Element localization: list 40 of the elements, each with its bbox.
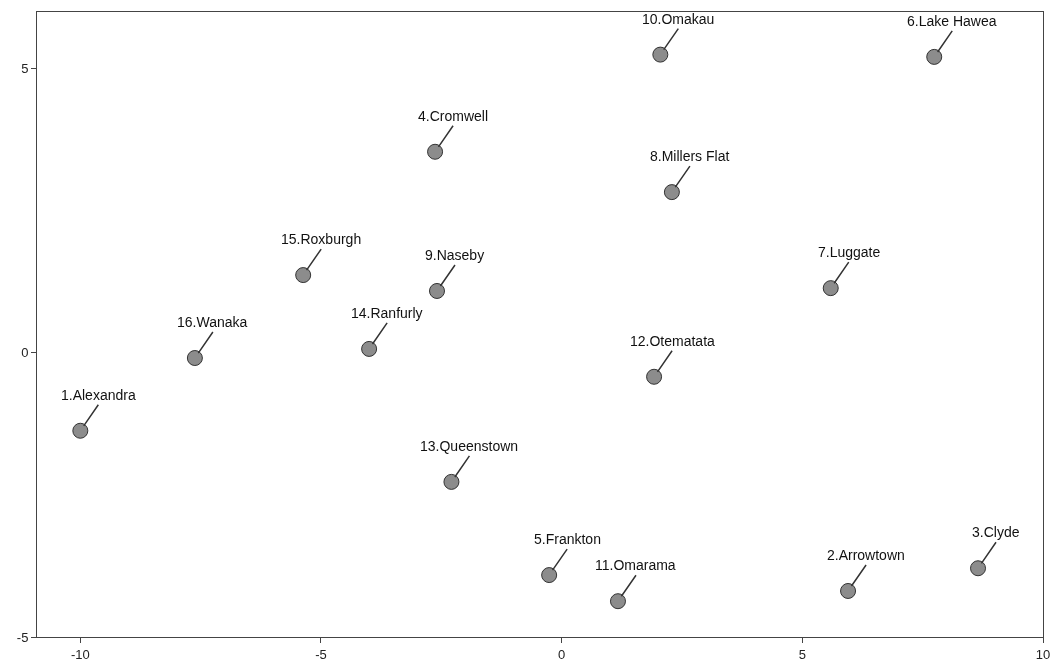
y-tick-label: 0 [21, 345, 29, 361]
point [443, 473, 460, 490]
series-label: 9.Naseby [425, 247, 485, 263]
point [663, 184, 680, 201]
text: 12.Otematata [630, 333, 716, 349]
point [295, 267, 312, 284]
y-tick-label: -5 [16, 629, 29, 645]
x-tick-label: 5 [798, 646, 806, 662]
series-label: 1.Alexandra [61, 387, 136, 403]
x-tick-label: 10 [1035, 646, 1051, 662]
point [970, 560, 987, 577]
text: 8.Millers Flat [650, 148, 730, 164]
series-label: 7.Luggate [818, 244, 881, 260]
series-label: 10.Omakau [642, 11, 715, 27]
x-tick-label: -5 [315, 646, 327, 662]
x-tick-label: -10 [70, 646, 90, 662]
series-label: 2.Arrowtown [827, 547, 905, 563]
point [926, 48, 943, 65]
point [652, 46, 669, 63]
text: 6.Lake Hawea [907, 13, 997, 29]
text: 11.Omarama [595, 557, 676, 573]
point [646, 368, 663, 385]
point [72, 422, 89, 439]
point [541, 567, 558, 584]
point [822, 280, 839, 297]
point [427, 143, 444, 160]
point [840, 582, 857, 599]
series-label: 14.Ranfurly [351, 305, 423, 321]
point [361, 340, 378, 357]
point [186, 350, 203, 367]
y-tick-label: 5 [21, 61, 29, 77]
point [429, 282, 445, 299]
series-label: 5.Frankton [534, 531, 601, 547]
series-label: 16.Wanaka [177, 314, 248, 330]
point [609, 593, 626, 610]
series-label: 4.Cromwell [418, 108, 489, 124]
x-tick-label: 0 [558, 646, 566, 662]
text: 13.Queenstown [420, 438, 519, 454]
text: 15.Roxburgh [281, 231, 362, 247]
series-label: 3.Clyde [972, 524, 1020, 540]
